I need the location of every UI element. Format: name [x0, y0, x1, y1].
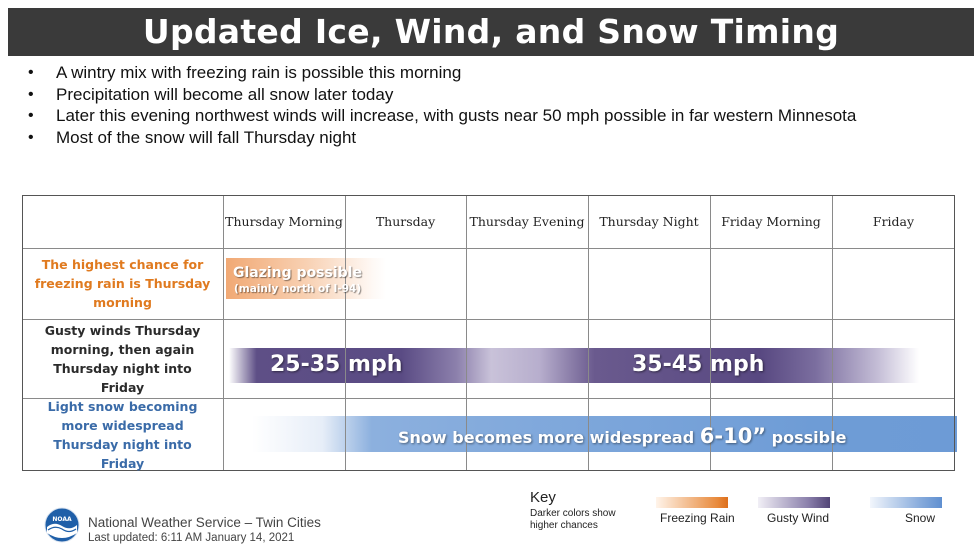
key-label-gusty-wind: Gusty Wind — [767, 511, 830, 525]
page-title: Updated Ice, Wind, and Snow Timing — [8, 8, 974, 56]
row-label-snow: Light snow becoming more widespread Thur… — [47, 398, 198, 471]
gusty-wind-swatch — [758, 497, 830, 508]
freezing-rain-swatch — [656, 497, 728, 508]
column-header: Friday Morning — [721, 214, 821, 229]
column-divider — [710, 195, 711, 471]
snow-band — [252, 416, 957, 452]
column-header: Thursday Evening — [469, 214, 585, 229]
row-divider — [22, 319, 955, 320]
column-divider — [223, 195, 224, 471]
gusty-wind-band — [229, 348, 919, 383]
column-divider — [466, 195, 467, 471]
snow-band-text-pre: Snow becomes more widespread — [398, 428, 700, 447]
key-note: Darker colors show higher chances — [530, 508, 616, 531]
organization-name: National Weather Service – Twin Cities — [88, 515, 321, 530]
bullet-item: A wintry mix with freezing rain is possi… — [28, 62, 968, 84]
freezing-rain-band-text: Glazing possible — [233, 265, 362, 281]
column-header: Thursday Night — [599, 214, 699, 229]
freezing-rain-band — [226, 258, 386, 299]
column-header: Thursday — [375, 214, 436, 229]
bullet-item: Most of the snow will fall Thursday nigh… — [28, 127, 968, 149]
snow-band-text: Snow becomes more widespread 6-10” possi… — [398, 424, 846, 448]
key-label-freezing-rain: Freezing Rain — [660, 511, 735, 525]
bullet-item: Precipitation will become all snow later… — [28, 84, 968, 106]
column-header: Friday — [872, 214, 915, 229]
column-header: Thursday Morning — [225, 214, 343, 229]
key-label-snow: Snow — [905, 511, 936, 525]
row-divider — [22, 398, 955, 399]
column-divider — [832, 195, 833, 471]
snow-amount: 6-10” — [699, 424, 767, 448]
wind-speed-night: 35-45 mph — [632, 352, 765, 377]
table-frame — [22, 195, 955, 471]
snow-swatch — [870, 497, 942, 508]
column-divider — [345, 195, 346, 471]
noaa-logo-icon: NOAA — [44, 507, 80, 543]
last-updated: Last updated: 6:11 AM January 14, 2021 — [88, 532, 295, 544]
logo-text: NOAA — [52, 516, 72, 523]
key-title: Key — [530, 489, 556, 506]
timing-table: Thursday Morning Thursday Thursday Eveni… — [22, 195, 957, 471]
row-divider — [22, 248, 955, 249]
row-label-freezing-rain: The highest chance for freezing rain is … — [34, 257, 211, 310]
wind-speed-morning: 25-35 mph — [270, 352, 403, 377]
row-label-gusty-wind: Gusty winds Thursday morning, then again… — [44, 322, 201, 395]
summary-bullets: A wintry mix with freezing rain is possi… — [28, 62, 968, 148]
freezing-rain-band-subtext: (mainly north of I-94) — [234, 283, 362, 295]
column-divider — [588, 195, 589, 471]
bullet-item: Later this evening northwest winds will … — [28, 105, 968, 127]
snow-band-text-post: possible — [766, 428, 847, 447]
